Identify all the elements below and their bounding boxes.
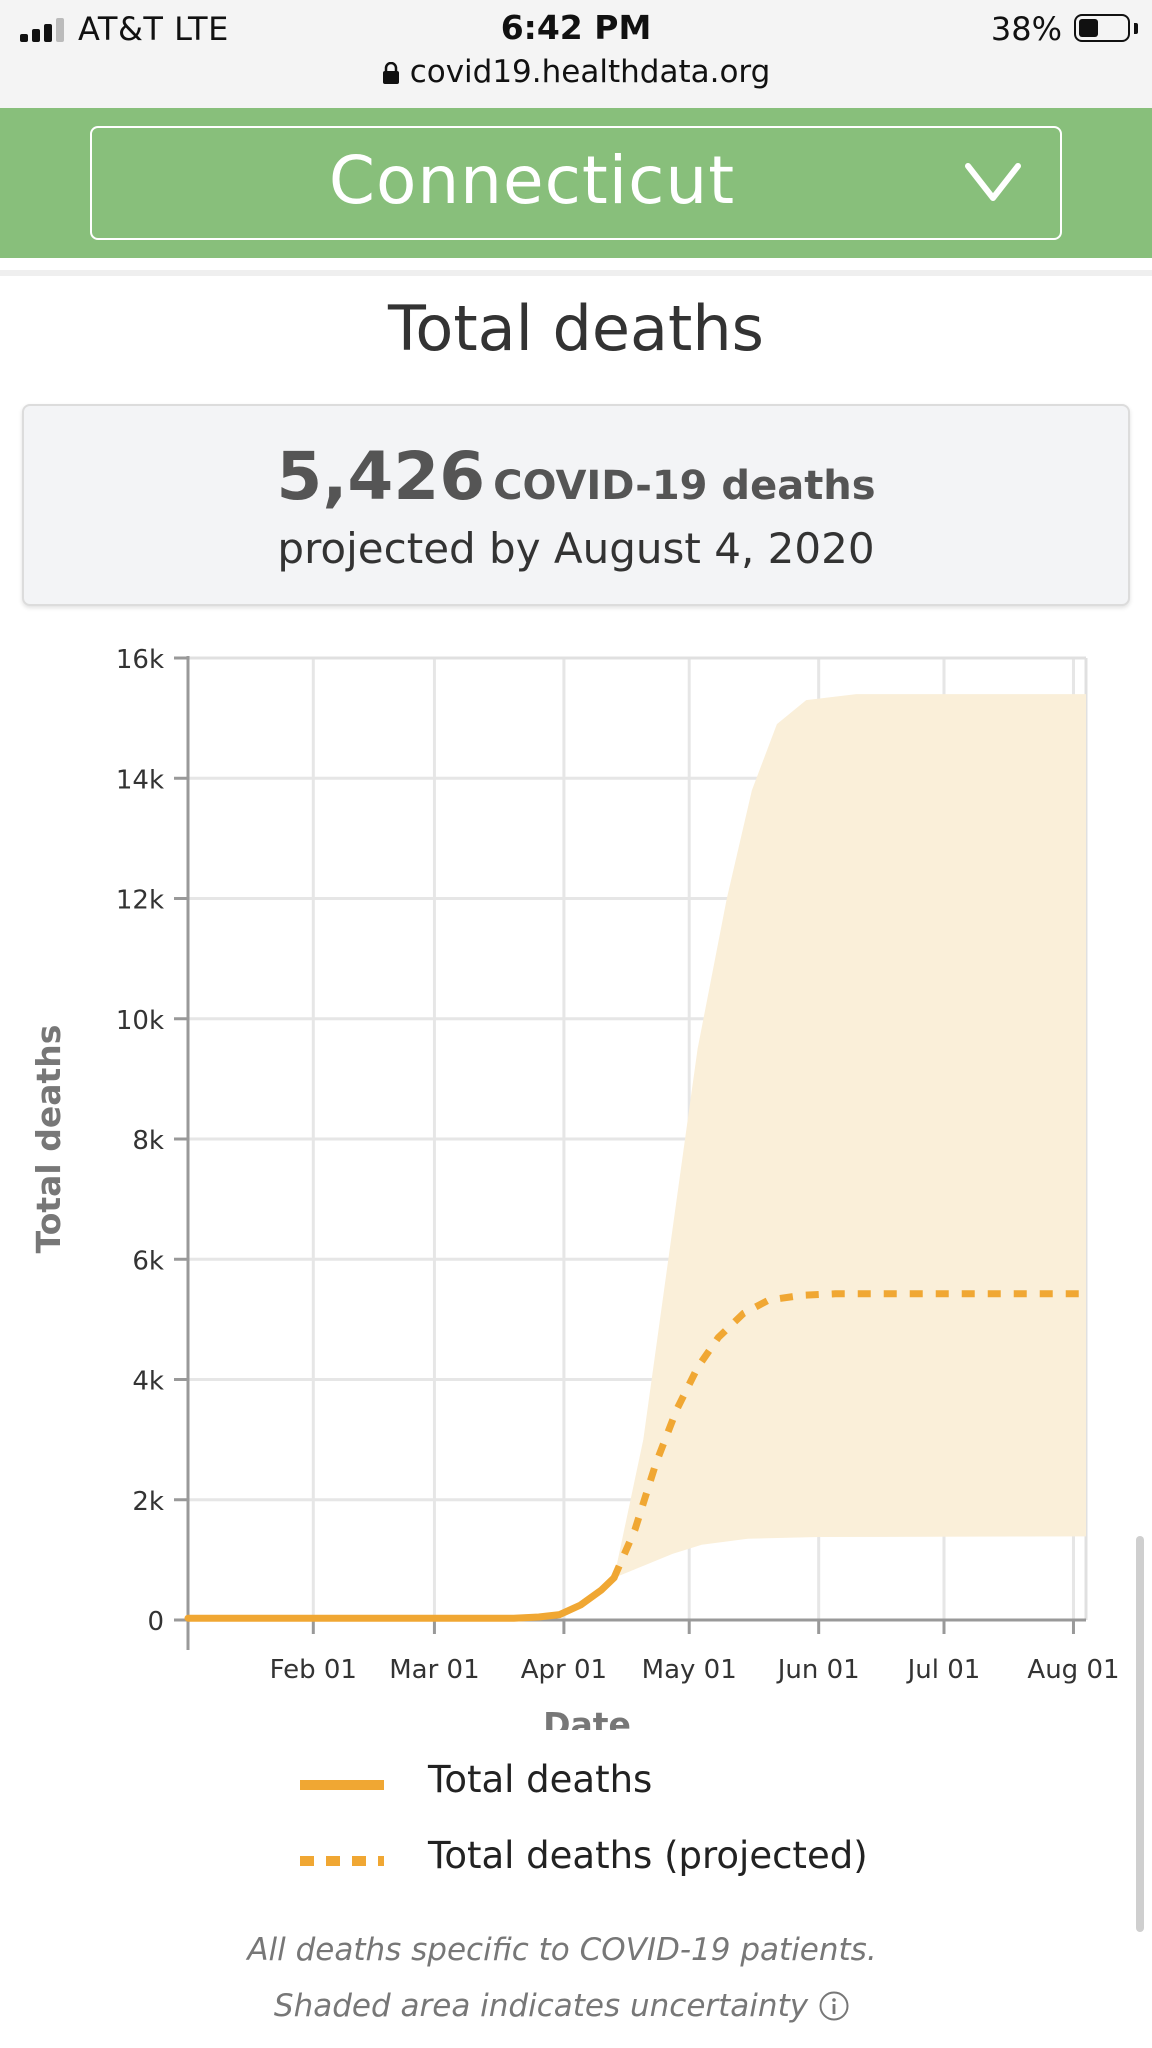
location-dropdown[interactable]: Connecticut [90, 126, 1062, 240]
uncertainty-band [614, 694, 1086, 1578]
battery-tip [1134, 23, 1138, 34]
carrier-label: AT&T LTE [78, 10, 229, 48]
x-axis-title: Date [543, 1705, 631, 1730]
legend-item-projected[interactable]: Total deaths (projected) [300, 1828, 1000, 1888]
y-tick-label: 2k [132, 1487, 164, 1517]
signal-icon [20, 18, 64, 42]
y-tick-label: 0 [147, 1607, 164, 1637]
legend-label: Total deaths (projected) [428, 1834, 868, 1877]
chart-svg: 0 2k 4k 6k 8k 10k 12k 14k 16k Feb 01 Mar 01 Apr 01 M… [29, 645, 1120, 1730]
x-tick-label: May 01 [642, 1655, 737, 1685]
divider [0, 270, 1152, 276]
url-bar[interactable]: covid19.healthdata.org [0, 54, 1152, 90]
y-tick-label: 14k [116, 765, 164, 795]
series-line-projected[interactable] [610, 1290, 1086, 1580]
legend-item-total-deaths[interactable]: Total deaths [300, 1752, 1000, 1812]
chart-legend: Total deaths Total deaths (projected) [0, 1752, 1152, 1902]
legend-swatch-dashed [300, 1856, 384, 1866]
location-header: Connecticut [0, 108, 1152, 258]
status-bar: AT&T LTE 6:42 PM 38% covid19.healthdata.… [0, 0, 1152, 108]
y-tick-label: 8k [132, 1126, 164, 1156]
x-tick-label: Feb 01 [270, 1655, 357, 1685]
scrollbar[interactable] [1136, 1536, 1144, 1932]
info-icon[interactable] [818, 1990, 850, 2022]
legend-swatch-solid [300, 1780, 384, 1790]
x-tick-label: Mar 01 [389, 1655, 479, 1685]
chevron-down-icon [965, 163, 1021, 201]
y-tick-label: 4k [132, 1367, 164, 1397]
summary-card: 5,426 COVID-19 deaths projected by August… [22, 404, 1130, 606]
clock: 6:42 PM [500, 8, 652, 47]
note-deaths: All deaths specific to COVID-19 patients… [247, 1932, 877, 1968]
x-tick-label: Aug 01 [1027, 1655, 1119, 1685]
battery-percent: 38% [990, 10, 1062, 48]
projected-deaths-number: 5,426 [276, 438, 486, 515]
location-selected: Connecticut [328, 142, 736, 219]
y-tick-label: 10k [116, 1006, 164, 1036]
url-text: covid19.healthdata.org [409, 54, 771, 90]
y-tick-label: 16k [116, 645, 164, 675]
x-tick-label: Jun 01 [776, 1655, 860, 1685]
series-line-total-deaths[interactable] [184, 1574, 618, 1622]
legend-label: Total deaths [428, 1758, 653, 1801]
summary-headline: 5,426 COVID-19 deaths [24, 438, 1128, 515]
note-uncertainty-text: Shaded area indicates uncertainty [273, 1988, 809, 2024]
projection-date: projected by August 4, 2020 [277, 524, 875, 573]
deaths-chart[interactable]: 0 2k 4k 6k 8k 10k 12k 14k 16k Feb 01 Mar 01 Apr 01 M… [0, 640, 1152, 1730]
note-uncertainty: Shaded area indicates uncertainty [0, 1978, 1124, 2034]
x-tick-label: Apr 01 [521, 1655, 607, 1685]
y-tick-label: 12k [116, 886, 164, 916]
battery-icon [1074, 14, 1130, 42]
x-tick-label: Jul 01 [906, 1655, 981, 1685]
projected-deaths-label: COVID-19 deaths [493, 463, 876, 509]
y-axis-title: Total deaths [29, 1025, 68, 1254]
y-tick-label: 6k [132, 1246, 164, 1276]
chart-notes: All deaths specific to COVID-19 patients… [0, 1922, 1124, 2034]
lock-icon [382, 62, 399, 84]
section-title: Total deaths [388, 292, 764, 365]
